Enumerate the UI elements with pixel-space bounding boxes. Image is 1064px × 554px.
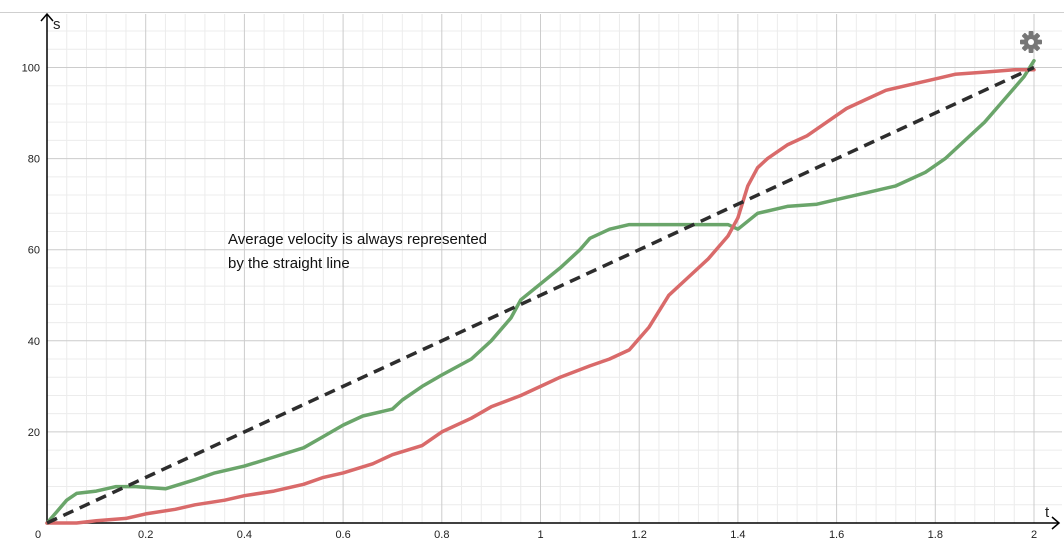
x-tick-label: 0.4 — [237, 529, 252, 541]
x-tick-label: 1.2 — [632, 529, 647, 541]
grid-major-lines — [47, 14, 1062, 523]
y-tick-label: 40 — [28, 336, 40, 348]
x-tick-label: 0.6 — [335, 529, 350, 541]
x-axis-label: t — [1045, 504, 1050, 521]
green-series-line — [45, 58, 1036, 525]
x-tick-label: 1.6 — [829, 529, 844, 541]
x-tick-label: 0.8 — [434, 529, 449, 541]
gear-icon — [1020, 31, 1042, 53]
annotation-line-2: by the straight line — [228, 255, 350, 272]
annotation-text: Average velocity is always represented b… — [228, 228, 487, 276]
grid-minor-lines — [47, 14, 1062, 523]
series-layer — [45, 58, 1036, 525]
x-tick-label: 2 — [1031, 529, 1037, 541]
y-tick-label: 20 — [28, 427, 40, 439]
annotation-line-1: Average velocity is always represented — [228, 231, 488, 248]
origin-tick-label: 0 — [35, 529, 41, 541]
settings-button[interactable] — [1018, 29, 1044, 55]
x-tick-label: 0.2 — [138, 529, 153, 541]
axes: 0 t s — [35, 12, 1061, 541]
y-tick-labels: 20 40 60 80 100 — [22, 63, 40, 439]
x-axis-arrow-icon — [1051, 516, 1061, 530]
red-series-line — [45, 68, 1036, 525]
y-tick-label: 100 — [22, 63, 40, 75]
x-tick-label: 1.8 — [928, 529, 943, 541]
y-tick-label: 80 — [28, 154, 40, 166]
average-velocity-line — [46, 65, 1035, 525]
x-tick-label: 1 — [537, 529, 543, 541]
x-tick-label: 1.4 — [730, 529, 745, 541]
y-tick-label: 60 — [28, 245, 40, 257]
y-axis-arrow-icon — [40, 12, 54, 22]
x-tick-labels: 0.2 0.4 0.6 0.8 1 1.2 1.4 1.6 1.8 2 — [138, 529, 1037, 541]
top-toolbar-strip — [0, 0, 1064, 13]
gear-hole — [1028, 39, 1034, 45]
y-axis-label: s — [53, 16, 61, 33]
